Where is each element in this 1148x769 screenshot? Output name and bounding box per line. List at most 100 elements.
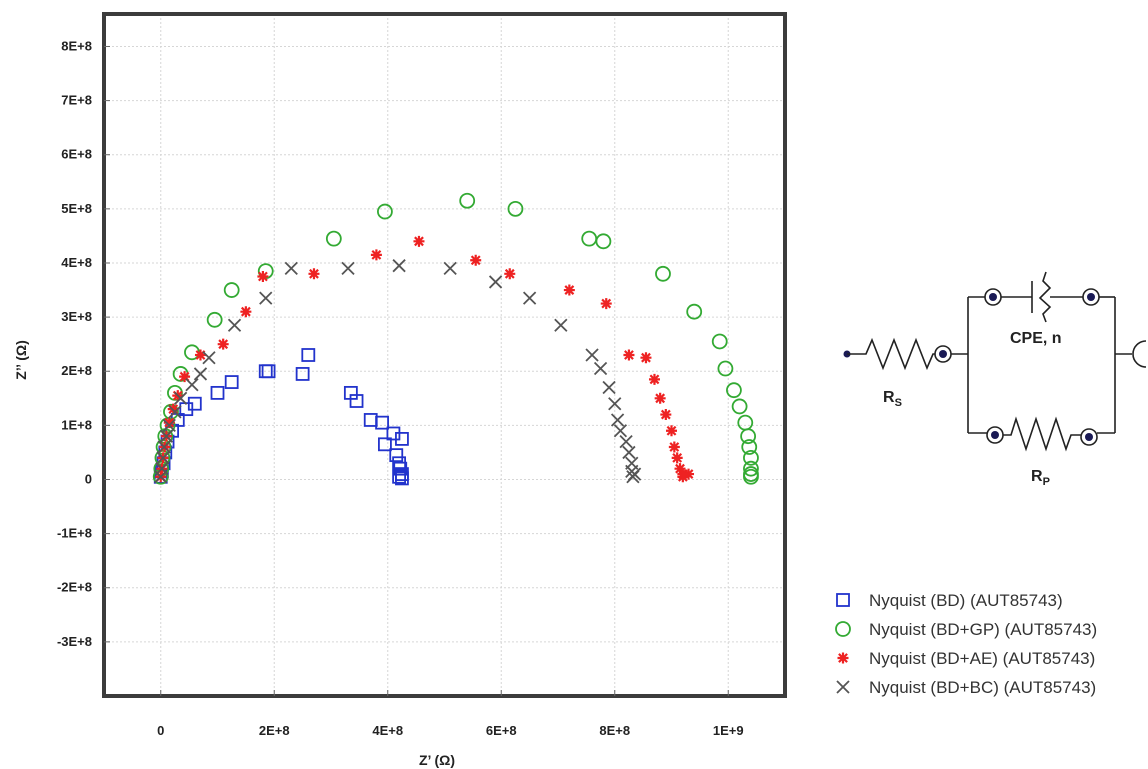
data-point xyxy=(301,348,316,362)
data-point xyxy=(173,391,188,405)
y-tick-label: 7E+8 xyxy=(61,93,92,108)
data-point xyxy=(258,364,273,379)
data-point xyxy=(648,373,660,385)
data-point xyxy=(377,203,393,220)
data-point xyxy=(686,303,703,320)
y-tick-label: 0 xyxy=(85,471,92,486)
data-point xyxy=(168,405,182,419)
data-point xyxy=(156,451,170,465)
data-point xyxy=(392,259,406,273)
data-point xyxy=(619,434,633,449)
data-point xyxy=(654,392,666,404)
data-point xyxy=(743,468,759,485)
node-rp-left-dot xyxy=(991,431,999,439)
legend-marker xyxy=(836,680,850,694)
legend-item: Nyquist (BD) (AUT85743) xyxy=(836,591,1063,610)
data-point xyxy=(585,348,599,362)
data-point xyxy=(677,471,689,483)
data-point xyxy=(668,441,680,453)
y-axis-title: Z’’ (Ω) xyxy=(13,340,29,379)
legend-marker xyxy=(837,652,849,664)
data-point xyxy=(227,318,242,332)
data-point xyxy=(206,311,223,328)
data-point xyxy=(157,440,171,454)
cpe-plate-right xyxy=(1038,271,1052,323)
x-tick-label: 6E+8 xyxy=(486,723,517,738)
data-point xyxy=(602,380,616,395)
data-point xyxy=(217,338,229,350)
data-point xyxy=(740,428,757,445)
legend-item: Nyquist (BD+GP) (AUT85743) xyxy=(835,620,1097,639)
data-point xyxy=(349,394,364,408)
data-point xyxy=(726,382,742,399)
data-point xyxy=(257,271,269,283)
x-tick-label: 4E+8 xyxy=(372,723,403,738)
legend-label: Nyquist (BD+BC) (AUT85743) xyxy=(869,678,1096,697)
data-point xyxy=(159,429,174,443)
data-point xyxy=(413,235,425,247)
data-point xyxy=(224,375,239,389)
series-cross xyxy=(154,259,642,484)
y-tick-label: -2E+8 xyxy=(57,580,92,595)
grid xyxy=(104,14,785,696)
data-point xyxy=(717,360,734,377)
data-point xyxy=(308,268,320,280)
plot-background xyxy=(104,14,785,696)
equivalent-circuit xyxy=(843,271,1147,452)
legend: Nyquist (BD) (AUT85743) Nyquist (BD+GP) (… xyxy=(835,591,1097,697)
rp-label: RP xyxy=(1031,468,1050,488)
data-point xyxy=(613,424,628,438)
data-point xyxy=(623,349,635,361)
plot-frame xyxy=(102,12,787,698)
data-point xyxy=(202,351,216,365)
y-tick-label: 3E+8 xyxy=(61,309,92,324)
data-point xyxy=(743,449,759,466)
x-tick-label: 2E+8 xyxy=(259,723,290,738)
data-point xyxy=(522,291,537,305)
data-point xyxy=(507,200,524,217)
data-point xyxy=(470,254,482,266)
resistor-rp xyxy=(1003,416,1081,452)
data-point xyxy=(459,192,476,209)
node-rp-right-dot xyxy=(1085,433,1093,441)
data-point xyxy=(622,445,636,460)
data-point xyxy=(162,418,176,433)
data-point xyxy=(240,306,252,318)
y-tick-label: 4E+8 xyxy=(61,255,92,270)
rs-label: RS xyxy=(883,389,902,409)
data-point xyxy=(295,367,310,381)
x-axis-title: Z’ (Ω) xyxy=(419,752,455,768)
data-point xyxy=(666,425,677,437)
series-circle xyxy=(152,192,759,485)
data-point xyxy=(683,468,695,480)
data-point xyxy=(660,409,672,421)
legend-marker xyxy=(835,621,851,637)
data-point xyxy=(595,233,612,250)
y-tick-label: 6E+8 xyxy=(61,147,92,162)
data-point xyxy=(259,291,273,305)
y-axis-ticks: 8E+8 7E+8 6E+8 5E+8 4E+8 3E+8 2E+8 1E+8 0 -1E+8 -2… xyxy=(57,38,110,649)
legend-marker xyxy=(836,593,850,607)
data-point xyxy=(608,397,622,411)
data-point xyxy=(640,352,652,364)
data-point xyxy=(389,448,404,463)
data-point xyxy=(341,261,355,276)
y-tick-label: 2E+8 xyxy=(61,363,92,378)
x-tick-label: 0 xyxy=(157,723,164,738)
data-point xyxy=(187,396,202,411)
x-tick-label: 1E+9 xyxy=(713,723,744,738)
data-point xyxy=(504,268,516,280)
data-point xyxy=(593,361,608,376)
resistor-rs xyxy=(847,337,943,371)
y-tick-label: 5E+8 xyxy=(61,201,92,216)
node-rs-right-dot xyxy=(939,350,947,358)
data-point xyxy=(731,398,748,415)
node-cpe-right-dot xyxy=(1087,293,1095,301)
data-point xyxy=(370,249,382,261)
y-tick-label: -1E+8 xyxy=(57,526,92,541)
data-point xyxy=(163,417,175,429)
x-tick-label: 8E+8 xyxy=(599,723,630,738)
output-terminal xyxy=(1132,340,1147,368)
data-point xyxy=(395,431,409,446)
